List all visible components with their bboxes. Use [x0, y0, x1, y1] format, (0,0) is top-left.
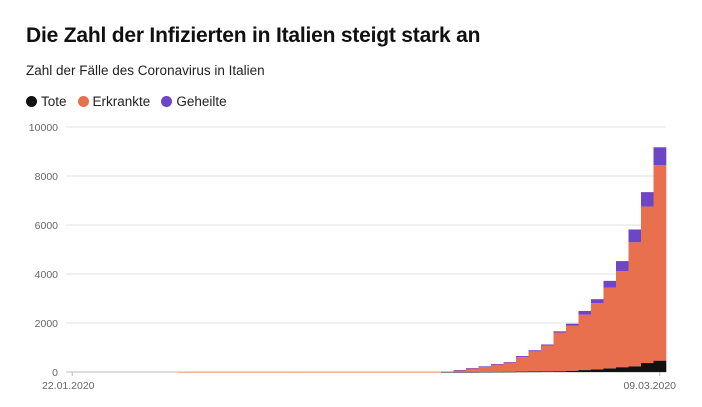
bar-tote — [553, 371, 567, 372]
bar-geheilte — [578, 310, 592, 315]
bar-erkrankte — [578, 314, 592, 371]
bar-erkrankte — [266, 371, 279, 373]
bar-erkrankte — [428, 371, 442, 373]
bar-tote — [466, 371, 479, 373]
y-tick-label: 6000 — [35, 220, 59, 232]
bar-tote — [616, 367, 629, 372]
legend-swatch-tote — [26, 96, 37, 107]
bar-geheilte — [516, 356, 529, 358]
bar-tote — [441, 371, 454, 373]
y-tick-label: 10000 — [29, 122, 58, 134]
bar-geheilte — [553, 331, 567, 333]
bar-geheilte — [653, 147, 667, 166]
bar-erkrankte — [416, 371, 429, 373]
bar-erkrankte — [391, 371, 404, 373]
bar-erkrankte — [603, 287, 617, 369]
bar-erkrankte — [641, 206, 654, 364]
bar-tote — [491, 371, 504, 373]
bar-erkrankte — [291, 371, 304, 373]
bar-erkrankte — [353, 371, 367, 373]
bar-erkrankte — [178, 371, 192, 373]
bar-erkrankte — [228, 371, 242, 373]
legend-label-geheilte: Geheilte — [176, 94, 227, 109]
bar-geheilte — [603, 280, 617, 288]
bar-geheilte — [503, 362, 517, 363]
bar-tote — [591, 369, 604, 372]
bar-tote — [528, 371, 542, 373]
bar-erkrankte — [653, 165, 667, 361]
chart-legend: Tote Erkrankte Geheilte — [26, 94, 238, 109]
x-tick-label: 09.03.2020 — [623, 380, 676, 392]
bar-erkrankte — [566, 325, 579, 371]
bar-erkrankte — [341, 371, 354, 373]
bar-geheilte — [466, 368, 479, 369]
y-tick-label: 8000 — [35, 171, 59, 183]
bar-geheilte — [591, 299, 604, 304]
bar-erkrankte — [403, 371, 417, 373]
chart-subtitle: Zahl der Fälle des Coronavirus in Italie… — [26, 63, 265, 78]
y-tick-label: 0 — [52, 367, 58, 379]
y-tick-label: 4000 — [35, 269, 59, 281]
chart-title: Die Zahl der Infizierten in Italien stei… — [26, 24, 481, 47]
bar-erkrankte — [541, 345, 554, 372]
y-axis-ticks: 0 2000 4000 6000 8000 10000 — [29, 122, 58, 379]
bar-erkrankte — [616, 271, 629, 368]
bar-erkrankte — [466, 368, 479, 372]
bar-erkrankte — [591, 303, 604, 370]
bar-geheilte — [628, 229, 642, 243]
bar-geheilte — [541, 344, 554, 346]
bar-tote — [566, 370, 579, 372]
bar-geheilte — [453, 370, 467, 371]
bar-erkrankte — [378, 371, 392, 373]
legend-item-geheilte: Geheilte — [161, 94, 227, 109]
bar-tote — [503, 371, 517, 373]
bar-tote — [653, 360, 667, 372]
bar-geheilte — [616, 261, 629, 272]
bar-geheilte — [641, 192, 654, 207]
legend-label-tote: Tote — [41, 94, 67, 109]
legend-item-tote: Tote — [26, 94, 67, 109]
bar-erkrankte — [478, 366, 492, 372]
bar-erkrankte — [203, 371, 217, 373]
bar-erkrankte — [241, 371, 254, 373]
data-bars — [178, 147, 667, 373]
bar-erkrankte — [253, 371, 267, 373]
bar-erkrankte — [553, 332, 567, 372]
bar-erkrankte — [453, 370, 467, 372]
bar-erkrankte — [328, 371, 342, 373]
bar-erkrankte — [491, 364, 504, 372]
bar-tote — [628, 366, 642, 372]
bar-geheilte — [528, 350, 542, 352]
bar-tote — [541, 371, 554, 372]
bar-tote — [641, 363, 654, 372]
legend-swatch-erkrankte — [77, 96, 89, 107]
bar-tote — [578, 370, 592, 372]
x-tick-label: 22.01.2020 — [42, 380, 95, 392]
legend-swatch-geheilte — [161, 96, 173, 107]
legend-label-erkrankte: Erkrankte — [92, 94, 151, 109]
bar-erkrankte — [216, 371, 229, 373]
bar-erkrankte — [441, 371, 454, 373]
bar-tote — [453, 371, 467, 373]
bar-geheilte — [566, 323, 579, 326]
bar-geheilte — [478, 366, 492, 367]
bar-erkrankte — [366, 371, 379, 373]
bar-tote — [478, 371, 492, 373]
bar-erkrankte — [303, 371, 317, 373]
bar-erkrankte — [528, 351, 542, 372]
bar-tote — [516, 371, 529, 373]
y-tick-label: 2000 — [35, 318, 59, 330]
bar-erkrankte — [628, 242, 642, 367]
bar-erkrankte — [503, 362, 517, 372]
bar-erkrankte — [516, 357, 529, 372]
bar-erkrankte — [278, 371, 292, 373]
legend-item-erkrankte: Erkrankte — [77, 94, 151, 109]
bar-tote — [603, 368, 617, 372]
bar-erkrankte — [316, 371, 329, 373]
x-axis-ticks: 22.01.2020 09.03.2020 — [42, 372, 676, 392]
bar-geheilte — [491, 364, 504, 365]
bar-erkrankte — [191, 371, 204, 373]
